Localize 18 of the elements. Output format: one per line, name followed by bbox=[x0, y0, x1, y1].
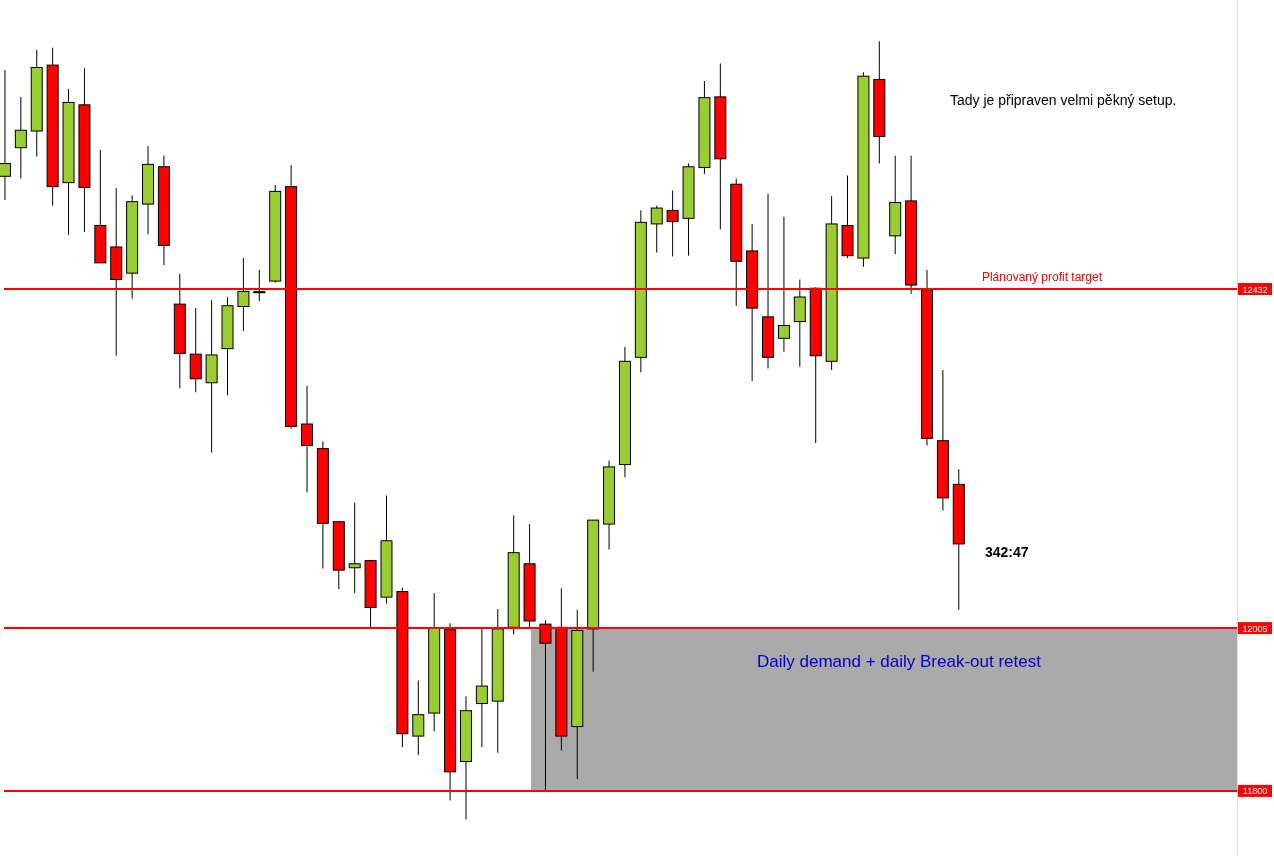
annotation: Tady je připraven velmi pěkný setup. bbox=[950, 92, 1177, 108]
candlestick bbox=[650, 205, 663, 254]
candlestick bbox=[348, 502, 361, 594]
annotation: Plánovaný profit target bbox=[981, 270, 1103, 285]
candlestick bbox=[666, 190, 679, 257]
candlestick bbox=[237, 257, 250, 332]
y-tick-label: 12432 bbox=[1242, 284, 1268, 295]
candlestick bbox=[301, 385, 313, 493]
candlestick bbox=[412, 680, 425, 756]
candlestick bbox=[14, 96, 27, 180]
y-tick-label: 12005 bbox=[1242, 623, 1268, 634]
candlestick bbox=[777, 216, 790, 353]
annotation: 342:47 bbox=[985, 544, 1029, 560]
candlestick bbox=[475, 627, 488, 748]
band-label: Daily demand + daily Break-out retest bbox=[757, 652, 1042, 672]
y-tick-label: 11800 bbox=[1242, 786, 1268, 797]
candlestick bbox=[0, 69, 11, 201]
candlestick bbox=[253, 269, 266, 302]
